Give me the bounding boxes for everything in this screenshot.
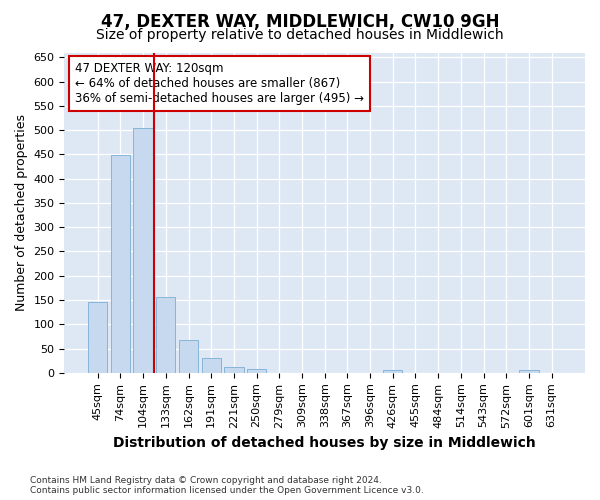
Bar [520, 370, 539, 373]
Y-axis label: Number of detached properties: Number of detached properties [15, 114, 28, 311]
Bar [111, 156, 130, 373]
Bar [88, 302, 107, 373]
X-axis label: Distribution of detached houses by size in Middlewich: Distribution of detached houses by size … [113, 436, 536, 450]
Bar [133, 128, 153, 373]
Bar [202, 358, 221, 373]
Bar [156, 296, 175, 373]
Bar [224, 366, 244, 373]
Text: 47 DEXTER WAY: 120sqm
← 64% of detached houses are smaller (867)
36% of semi-det: 47 DEXTER WAY: 120sqm ← 64% of detached … [75, 62, 364, 105]
Text: Contains HM Land Registry data © Crown copyright and database right 2024.
Contai: Contains HM Land Registry data © Crown c… [30, 476, 424, 495]
Bar [179, 340, 198, 373]
Bar [383, 370, 403, 373]
Text: Size of property relative to detached houses in Middlewich: Size of property relative to detached ho… [96, 28, 504, 42]
Text: 47, DEXTER WAY, MIDDLEWICH, CW10 9GH: 47, DEXTER WAY, MIDDLEWICH, CW10 9GH [101, 12, 499, 30]
Bar [247, 369, 266, 373]
